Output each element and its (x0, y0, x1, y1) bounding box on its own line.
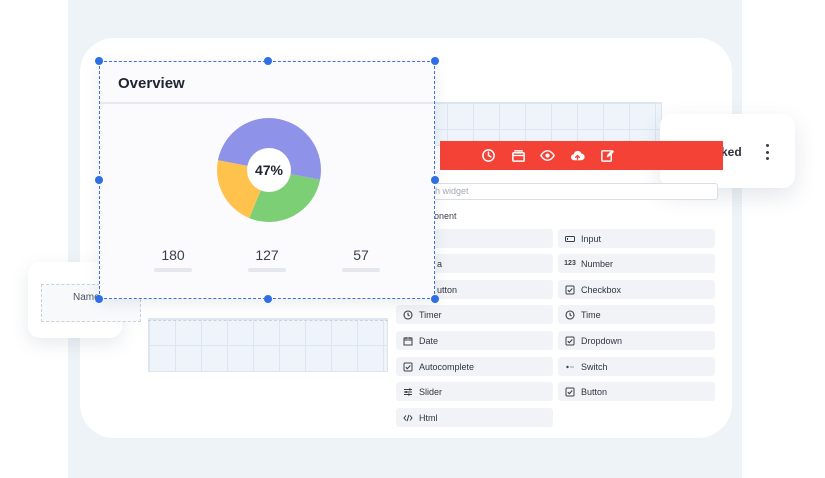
edit-icon[interactable] (600, 148, 615, 163)
widget-item-autocomplete[interactable]: Autocomplete (396, 357, 553, 376)
resize-handle-top-right[interactable] (431, 57, 439, 65)
widget-search-input[interactable]: h widget (398, 183, 718, 200)
stat-value-2: 127 (255, 247, 279, 263)
resize-handle-top[interactable] (264, 57, 272, 65)
components-section-label: onent (434, 211, 457, 221)
input-icon (565, 234, 575, 244)
widget-item-text[interactable] (396, 229, 553, 248)
code-icon (403, 413, 413, 423)
overview-title: Overview (118, 75, 185, 92)
resize-handle-right[interactable] (431, 176, 439, 184)
resize-handle-left[interactable] (95, 176, 103, 184)
slider-icon (403, 387, 413, 397)
checkbox-icon (565, 285, 575, 295)
resize-handle-top-left[interactable] (95, 57, 103, 65)
resize-handle-bottom[interactable] (264, 295, 272, 303)
timer-icon (403, 309, 413, 320)
stat-value-1: 180 (161, 247, 185, 263)
widget-settings-title: ked (721, 145, 742, 159)
more-options-icon[interactable] (763, 144, 771, 160)
stat-bar-3 (342, 268, 380, 272)
number-icon: 123 (564, 260, 576, 267)
overview-divider (99, 102, 435, 104)
stat-bar-1 (154, 268, 192, 272)
widget-item-switch[interactable]: Switch (558, 357, 715, 376)
donut-hole (247, 148, 291, 192)
canvas-grid-top (420, 102, 662, 146)
clock-icon (565, 309, 575, 320)
widget-item-date[interactable]: Date (396, 331, 553, 350)
switch-icon (565, 362, 575, 372)
widget-item-time[interactable]: Time (558, 305, 715, 324)
stat-value-3: 57 (353, 247, 369, 263)
widget-item-dropdown[interactable]: Dropdown (558, 331, 715, 350)
widget-toolbar (440, 141, 723, 170)
clock-icon[interactable] (481, 148, 496, 163)
canvas-dashed-guide (148, 320, 388, 321)
widget-item-textarea[interactable]: a (396, 254, 553, 273)
calendar-icon (403, 336, 413, 346)
checkbox-icon (565, 336, 575, 346)
resize-handle-bottom-right[interactable] (431, 295, 439, 303)
widget-item-input[interactable]: Input (558, 229, 715, 248)
checkbox-icon (403, 362, 413, 372)
widget-item-timer[interactable]: Timer (396, 305, 553, 324)
resize-handle-bottom-left[interactable] (95, 295, 103, 303)
eye-icon[interactable] (540, 148, 555, 163)
widget-item-button-left[interactable]: utton (396, 280, 553, 299)
layers-icon[interactable] (511, 148, 526, 163)
widget-item-checkbox[interactable]: Checkbox (558, 280, 715, 299)
checkbox-icon (565, 387, 575, 397)
widget-item-slider[interactable]: Slider (396, 382, 553, 401)
widget-item-html[interactable]: Html (396, 408, 553, 427)
name-field-label: Name (73, 292, 100, 303)
progress-donut (217, 118, 321, 222)
cloud-upload-icon[interactable] (570, 148, 585, 163)
widget-item-number[interactable]: 123 Number (558, 254, 715, 273)
canvas-grid-bottom (148, 318, 388, 372)
widget-item-button[interactable]: Button (558, 382, 715, 401)
donut-percentage: 47% (254, 162, 284, 178)
stat-bar-2 (248, 268, 286, 272)
